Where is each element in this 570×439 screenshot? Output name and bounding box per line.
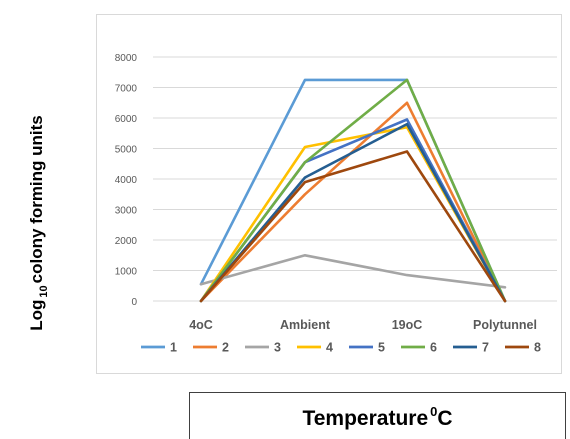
line-chart: 0 1000 2000 3000 4000 5000 6000 7000 8000 4oC Ambi… <box>115 53 557 355</box>
series-line-6 <box>199 78 507 303</box>
legend-label-2: 2 <box>222 341 229 355</box>
y-axis-title-start: Log <box>27 299 46 331</box>
x-axis-title-box: Temperature 0C <box>189 392 566 439</box>
series-line-1 <box>199 78 507 303</box>
series-line-8 <box>199 150 507 303</box>
x-tick-label: 19oC <box>392 318 423 332</box>
x-axis-title-main: Temperature <box>302 407 429 430</box>
legend-label-4: 4 <box>326 341 333 355</box>
series-line-2 <box>199 101 507 303</box>
y-tick-label: 6000 <box>115 114 138 125</box>
y-tick-label: 7000 <box>115 84 138 95</box>
x-axis-title: Temperature 0C <box>190 404 565 431</box>
chart-area: 0 1000 2000 3000 4000 5000 6000 7000 8000 4oC Ambi… <box>96 14 562 374</box>
y-tick-label: 4000 <box>115 175 138 186</box>
x-axis-title-superscript: 0 <box>430 404 438 419</box>
legend-label-5: 5 <box>378 341 385 355</box>
y-tick-label: 3000 <box>115 206 138 217</box>
y-axis-title-subscript: 10 <box>38 285 50 298</box>
legend-label-1: 1 <box>170 341 177 355</box>
y-axis-title: Log10colony forming units <box>27 115 50 331</box>
y-axis-title-end: colony forming units <box>27 115 46 284</box>
x-tick-label: 4oC <box>189 318 213 332</box>
series-line-3 <box>199 254 507 289</box>
y-tick-label: 0 <box>131 297 137 308</box>
series-line-7 <box>199 122 507 303</box>
legend-label-6: 6 <box>430 341 437 355</box>
legend-label-8: 8 <box>534 341 541 355</box>
x-tick-label: Ambient <box>280 318 331 332</box>
y-axis-title-container: Log10colony forming units <box>18 88 56 358</box>
y-tick-label: 5000 <box>115 145 138 156</box>
y-tick-label: 8000 <box>115 53 138 64</box>
x-tick-label: Polytunnel <box>473 318 537 332</box>
y-tick-label: 2000 <box>115 236 138 247</box>
x-axis-title-unit: C <box>437 407 453 430</box>
legend-label-7: 7 <box>482 341 489 355</box>
legend-label-3: 3 <box>274 341 281 355</box>
y-tick-label: 1000 <box>115 267 138 278</box>
